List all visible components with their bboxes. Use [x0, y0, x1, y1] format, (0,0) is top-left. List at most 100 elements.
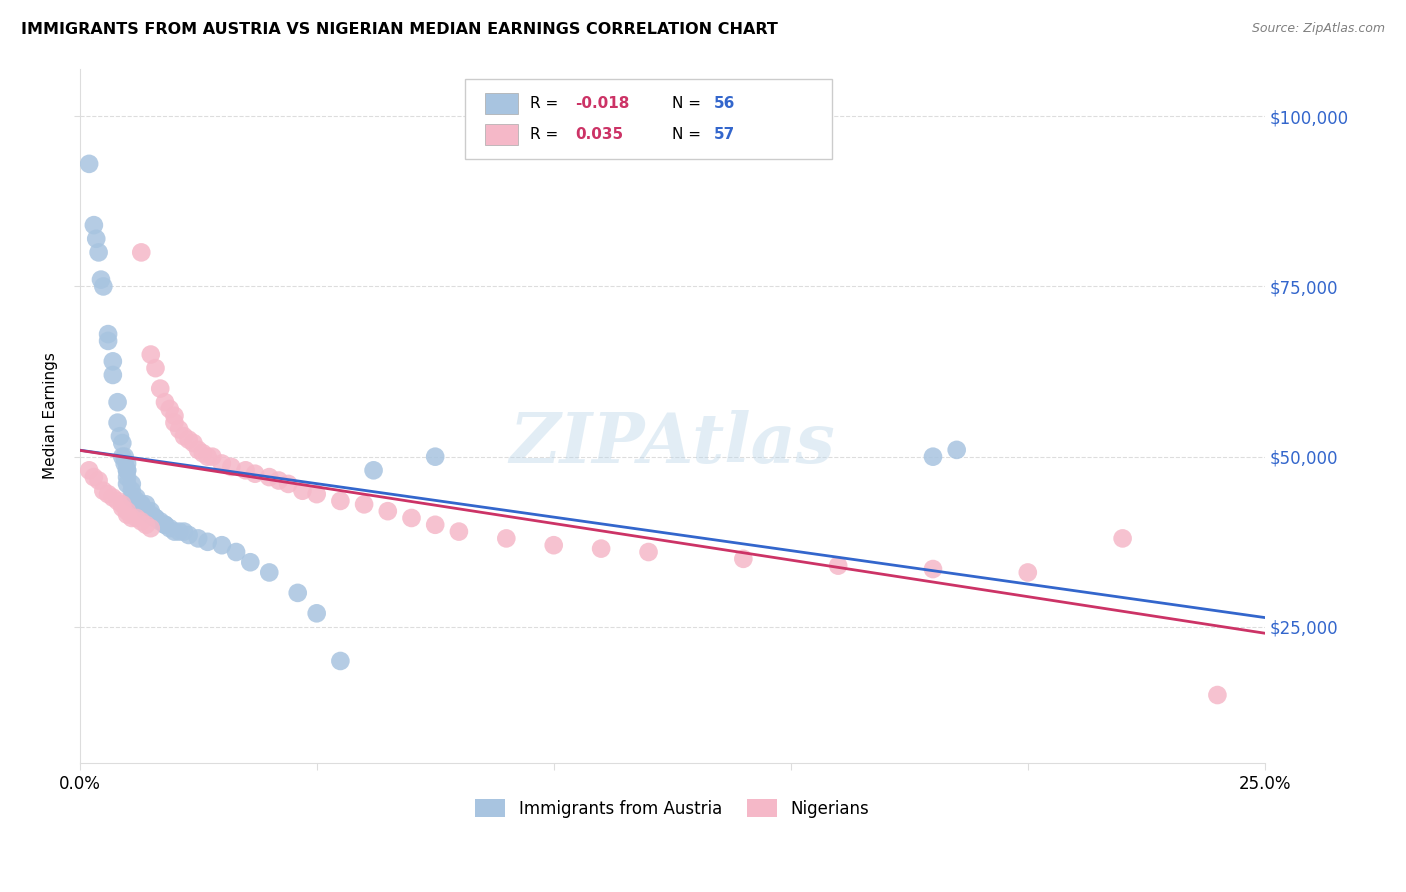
Point — [187, 442, 209, 457]
Point — [84, 232, 107, 246]
Point — [77, 463, 100, 477]
Point — [135, 517, 157, 532]
Point — [115, 504, 138, 518]
Point — [107, 395, 129, 409]
Point — [187, 532, 209, 546]
Point — [495, 532, 517, 546]
Point — [101, 491, 124, 505]
Point — [353, 497, 375, 511]
Point — [145, 511, 167, 525]
Point — [167, 524, 190, 539]
Point — [115, 457, 138, 471]
Point — [173, 524, 195, 539]
Point — [243, 467, 266, 481]
Point — [111, 450, 134, 464]
Point — [101, 368, 124, 382]
Point — [377, 504, 399, 518]
Point — [121, 491, 143, 505]
Point — [259, 566, 281, 580]
Point — [329, 654, 352, 668]
Point — [115, 508, 138, 522]
Text: 57: 57 — [714, 127, 735, 142]
Point — [145, 511, 167, 525]
Point — [1017, 566, 1039, 580]
Text: 56: 56 — [714, 95, 735, 111]
Point — [239, 555, 262, 569]
Text: R =: R = — [530, 127, 564, 142]
Point — [922, 450, 945, 464]
Point — [139, 508, 162, 522]
Point — [77, 157, 100, 171]
Point — [135, 497, 157, 511]
Point — [259, 470, 281, 484]
Point — [183, 436, 205, 450]
Text: N =: N = — [672, 95, 706, 111]
Point — [97, 334, 120, 348]
Point — [111, 436, 134, 450]
Point — [267, 474, 290, 488]
Point — [87, 245, 110, 260]
Point — [114, 450, 136, 464]
Point — [163, 416, 186, 430]
Point — [191, 446, 214, 460]
Y-axis label: Median Earnings: Median Earnings — [44, 352, 58, 479]
Text: 0.035: 0.035 — [575, 127, 623, 142]
Point — [945, 442, 967, 457]
Point — [129, 245, 152, 260]
Point — [90, 272, 112, 286]
Point — [114, 457, 136, 471]
Legend: Immigrants from Austria, Nigerians: Immigrants from Austria, Nigerians — [468, 793, 876, 824]
Point — [97, 487, 120, 501]
Text: Source: ZipAtlas.com: Source: ZipAtlas.com — [1251, 22, 1385, 36]
Point — [115, 477, 138, 491]
Point — [139, 504, 162, 518]
Point — [591, 541, 613, 556]
Point — [153, 517, 176, 532]
Point — [153, 395, 176, 409]
Point — [139, 521, 162, 535]
Point — [733, 551, 755, 566]
Point — [121, 483, 143, 498]
Point — [197, 534, 219, 549]
Point — [149, 382, 172, 396]
Point — [159, 521, 181, 535]
Point — [153, 517, 176, 532]
Text: -0.018: -0.018 — [575, 95, 630, 111]
Point — [447, 524, 470, 539]
Text: ZIPAtlas: ZIPAtlas — [509, 409, 835, 477]
Point — [211, 457, 233, 471]
Point — [125, 511, 148, 525]
Point — [115, 470, 138, 484]
Point — [827, 558, 849, 573]
Point — [543, 538, 565, 552]
Point — [201, 450, 224, 464]
Point — [83, 218, 105, 232]
Point — [125, 494, 148, 508]
Point — [121, 511, 143, 525]
Point — [922, 562, 945, 576]
Point — [177, 433, 200, 447]
FancyBboxPatch shape — [485, 93, 519, 113]
Point — [1111, 532, 1133, 546]
Point — [637, 545, 659, 559]
Point — [129, 497, 152, 511]
Point — [111, 500, 134, 515]
Point — [177, 528, 200, 542]
Text: N =: N = — [672, 127, 706, 142]
Point — [107, 416, 129, 430]
Point — [287, 586, 309, 600]
Text: R =: R = — [530, 95, 564, 111]
Point — [305, 607, 328, 621]
Point — [425, 517, 447, 532]
Point — [291, 483, 314, 498]
Point — [167, 422, 190, 436]
Point — [115, 463, 138, 477]
Point — [139, 347, 162, 361]
Point — [163, 524, 186, 539]
Point — [129, 515, 152, 529]
Point — [145, 361, 167, 376]
Point — [235, 463, 257, 477]
Point — [115, 463, 138, 477]
Point — [108, 429, 131, 443]
Point — [173, 429, 195, 443]
